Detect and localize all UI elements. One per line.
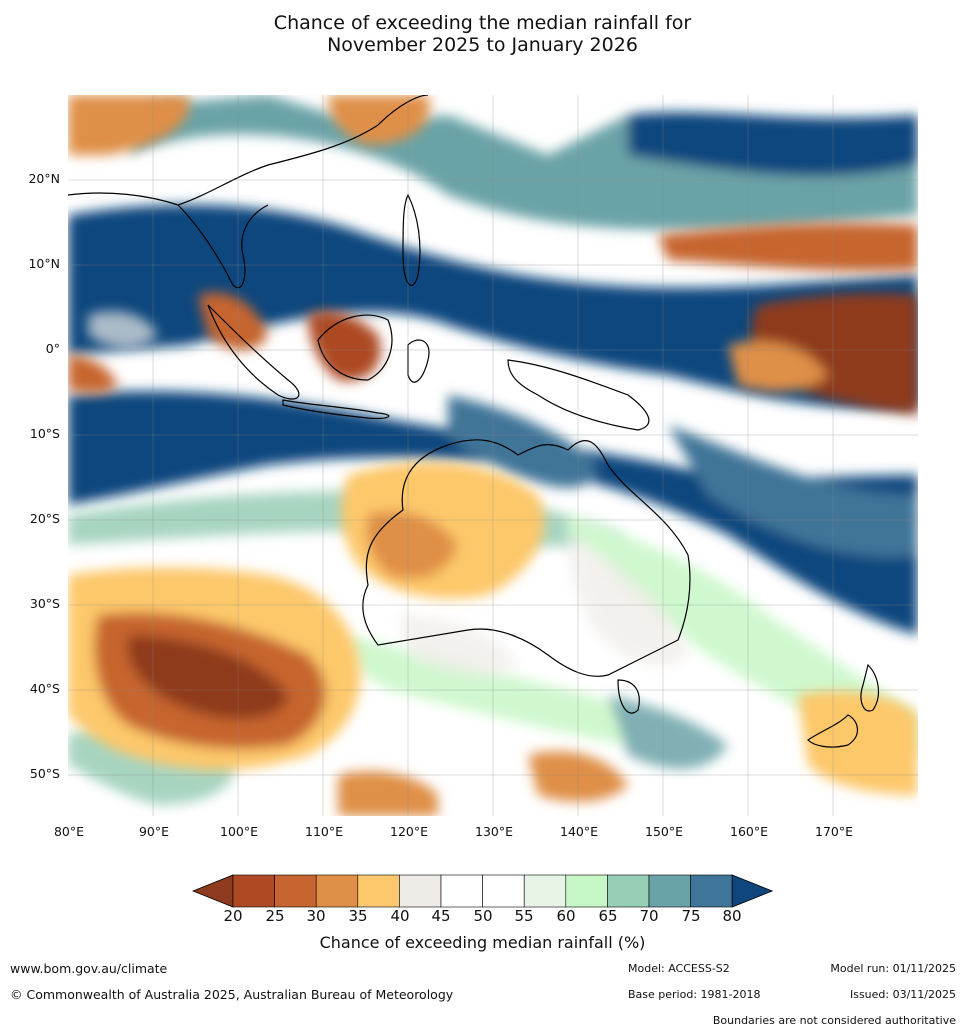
lat-label-30s: 30°S bbox=[29, 596, 60, 611]
model-text: Model: ACCESS-S2 bbox=[628, 962, 730, 975]
base-period-text: Base period: 1981-2018 bbox=[628, 988, 761, 1001]
issued-text: Issued: 03/11/2025 bbox=[849, 988, 956, 1001]
colorbar-cell-50-55 bbox=[482, 874, 525, 908]
lat-label-10s: 10°S bbox=[29, 426, 60, 441]
colorbar-tick-25: 25 bbox=[265, 907, 285, 925]
colorbar-tick-30: 30 bbox=[306, 907, 326, 925]
colorbar-tick-35: 35 bbox=[348, 907, 368, 925]
lat-label-10n: 10°N bbox=[28, 256, 60, 271]
graticule bbox=[68, 95, 918, 816]
lon-label-110e: 110°E bbox=[304, 824, 344, 839]
lon-label-80e: 80°E bbox=[53, 824, 85, 839]
new-zealand-north-coastline bbox=[860, 663, 880, 712]
lon-label-100e: 100°E bbox=[219, 824, 259, 839]
sulawesi-coastline bbox=[407, 339, 430, 383]
copyright-text: © Commonwealth of Australia 2025, Austra… bbox=[10, 987, 454, 1002]
lat-label-0: 0° bbox=[45, 341, 60, 356]
colorbar bbox=[192, 874, 774, 908]
colorbar-tick-50: 50 bbox=[473, 907, 493, 925]
colorbar-cell-70-75 bbox=[648, 874, 691, 908]
asia-coastline bbox=[68, 95, 429, 206]
colorbar-cell-45-50 bbox=[440, 874, 483, 908]
model-run-text: Model run: 01/11/2025 bbox=[830, 962, 956, 975]
new-guinea-coastline bbox=[507, 359, 650, 431]
neutral-regions bbox=[88, 311, 688, 676]
lon-label-160e: 160°E bbox=[729, 824, 769, 839]
colorbar-cell-60-65 bbox=[565, 874, 608, 908]
lon-label-130e: 130°E bbox=[474, 824, 514, 839]
colorbar-cell-20-25 bbox=[232, 874, 275, 908]
title-line-2: November 2025 to January 2026 bbox=[327, 34, 638, 56]
indochina-coastline bbox=[177, 204, 269, 289]
new-zealand-south-coastline bbox=[807, 714, 858, 748]
title-line-1: Chance of exceeding the median rainfall … bbox=[273, 12, 692, 34]
australia-coastline bbox=[362, 439, 691, 677]
lon-label-170e: 170°E bbox=[814, 824, 854, 839]
colorbar-tick-75: 75 bbox=[681, 907, 701, 925]
lon-label-120e: 120°E bbox=[389, 824, 429, 839]
colorbar-cell-55-60 bbox=[523, 874, 567, 908]
lat-label-40s: 40°S bbox=[29, 681, 60, 696]
colorbar-tick-45: 45 bbox=[431, 907, 451, 925]
colorbar-arrow-low bbox=[192, 874, 234, 908]
lat-label-20s: 20°S bbox=[29, 511, 60, 526]
dry-regions bbox=[68, 95, 918, 816]
colorbar-tick-60: 60 bbox=[556, 907, 576, 925]
coastlines bbox=[68, 95, 880, 748]
colorbar-label: Chance of exceeding median rainfall (%) bbox=[319, 933, 646, 952]
colorbar-cell-25-30 bbox=[274, 874, 317, 908]
colorbar-tick-55: 55 bbox=[514, 907, 534, 925]
colorbar-tick-40: 40 bbox=[390, 907, 410, 925]
rainfall-map-canvas bbox=[68, 95, 918, 816]
colorbar-tick-65: 65 bbox=[598, 907, 618, 925]
lat-label-50s: 50°S bbox=[29, 766, 60, 781]
lon-label-90e: 90°E bbox=[138, 824, 170, 839]
colorbar-tick-20: 20 bbox=[223, 907, 243, 925]
colorbar-cell-30-35 bbox=[315, 874, 359, 908]
java-coastline bbox=[282, 399, 390, 420]
disclaimer-text: Boundaries are not considered authoritat… bbox=[712, 1014, 956, 1027]
colorbar-tick-80: 80 bbox=[722, 907, 742, 925]
borneo-coastline bbox=[317, 314, 393, 381]
colorbar-cell-65-70 bbox=[607, 874, 650, 908]
lat-label-20n: 20°N bbox=[28, 171, 60, 186]
colorbar-cell-75-80 bbox=[690, 874, 733, 908]
lon-label-150e: 150°E bbox=[644, 824, 684, 839]
tasmania-coastline bbox=[617, 679, 640, 714]
map-title: Chance of exceeding the median rainfall … bbox=[0, 12, 965, 56]
philippines-coastline bbox=[402, 193, 421, 286]
colorbar-tick-70: 70 bbox=[639, 907, 659, 925]
lon-label-140e: 140°E bbox=[559, 824, 599, 839]
colorbar-arrow-high bbox=[731, 874, 774, 908]
website-link[interactable]: www.bom.gov.au/climate bbox=[10, 961, 168, 976]
sumatra-coastline bbox=[207, 304, 300, 400]
colorbar-cell-35-40 bbox=[357, 874, 400, 908]
rainfall-map bbox=[68, 95, 918, 816]
colorbar-cell-40-45 bbox=[399, 874, 442, 908]
